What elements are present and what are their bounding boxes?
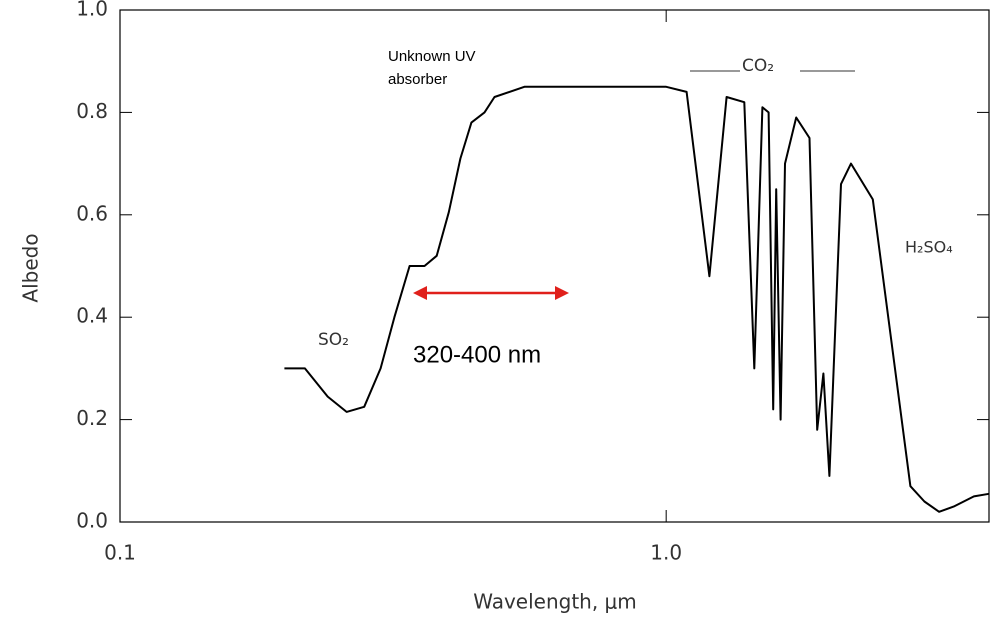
annotation: Unknown UV [388,48,476,65]
x-tick-label: 1.0 [650,541,682,565]
y-tick-label: 0.4 [76,304,108,328]
plot-frame [119,9,990,523]
y-tick-label: 0.2 [76,406,108,430]
y-tick-label: 0.0 [76,509,108,533]
annotation: SO₂ [318,330,349,350]
y-axis-label: Albedo [19,233,43,302]
y-tick-label: 1.0 [76,0,108,21]
x-axis-label: Wavelength, μm [473,590,637,614]
annotation: 320-400 nm [413,341,541,368]
data-line [284,85,990,513]
range-arrow [413,286,569,300]
annotation: CO₂ [742,56,774,76]
annotation: H₂SO₄ [905,238,953,257]
y-tick-label: 0.6 [76,201,108,225]
x-tick-label: 0.1 [104,541,136,565]
y-tick-label: 0.8 [76,99,108,123]
annotation: absorber [388,71,447,88]
